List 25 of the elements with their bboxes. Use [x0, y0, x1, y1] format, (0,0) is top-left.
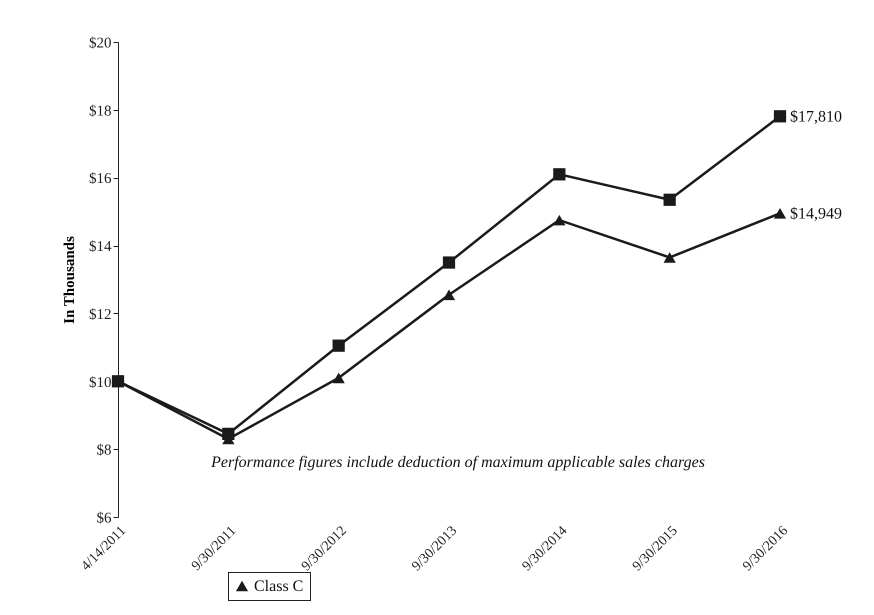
y-tick-label: $8 [96, 442, 112, 459]
point [442, 289, 456, 300]
point [112, 375, 124, 388]
legend-label: Class C [254, 578, 304, 595]
y-tick-label: $14 [89, 239, 112, 256]
annotation: Performance figures include deduction of maximum applicable sales charges [210, 454, 705, 471]
point [774, 110, 786, 122]
y-tick-label: $6 [96, 510, 112, 526]
y-tick-label: $18 [89, 103, 112, 120]
point [332, 340, 345, 352]
y-axis-title: In Thousands [62, 236, 78, 324]
point [553, 214, 566, 226]
y-tick-label: $20 [89, 36, 112, 52]
point [553, 168, 566, 180]
annotation: $14,949 [790, 205, 842, 222]
annotation: $17,810 [790, 108, 842, 126]
point [442, 256, 456, 269]
y-tick-label: $16 [89, 171, 112, 188]
y-tick-label: $12 [89, 306, 112, 323]
point [222, 428, 234, 440]
point [332, 372, 345, 384]
y-tick-label: $10 [89, 374, 112, 391]
point [664, 194, 676, 206]
point [664, 252, 676, 263]
point [774, 208, 786, 219]
